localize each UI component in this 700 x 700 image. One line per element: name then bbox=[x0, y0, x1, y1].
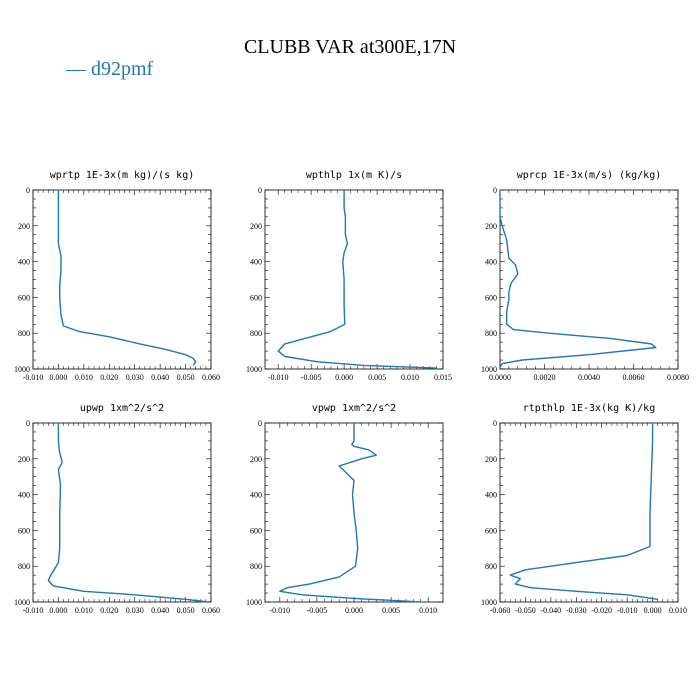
y-tick-label: 200 bbox=[18, 222, 30, 231]
x-tick-label: 0.010 bbox=[419, 606, 437, 615]
x-tick-label: -0.020 bbox=[591, 606, 612, 615]
x-tick-label: 0.010 bbox=[401, 373, 419, 382]
x-tick-label: 0.020 bbox=[100, 373, 118, 382]
x-tick-label: 0.000 bbox=[335, 373, 353, 382]
y-tick-label: 600 bbox=[250, 293, 262, 302]
x-tick-label: -0.030 bbox=[566, 606, 587, 615]
x-tick-label: -0.010 bbox=[617, 606, 638, 615]
panel-2-series-line bbox=[277, 190, 437, 369]
x-tick-label: 0.005 bbox=[382, 606, 400, 615]
y-tick-label: 0 bbox=[26, 419, 30, 428]
y-tick-label: 800 bbox=[250, 329, 262, 338]
panel-2-title: wpthlp 1x(m K)/s bbox=[306, 170, 402, 181]
y-tick-label: 1000 bbox=[14, 598, 30, 607]
y-tick-label: 800 bbox=[18, 562, 30, 571]
y-tick-label: 800 bbox=[250, 562, 262, 571]
x-tick-label: 0.010 bbox=[669, 606, 687, 615]
y-tick-label: 0 bbox=[258, 419, 262, 428]
x-tick-label: 0.010 bbox=[75, 373, 93, 382]
y-tick-label: 600 bbox=[18, 293, 30, 302]
x-tick-label: 0.015 bbox=[434, 373, 452, 382]
panel-3-title: wprcp 1E-3x(m/s) (kg/kg) bbox=[517, 170, 662, 181]
x-tick-label: 0.020 bbox=[100, 606, 118, 615]
y-tick-label: 1000 bbox=[14, 365, 30, 374]
x-tick-label: 0.040 bbox=[151, 606, 169, 615]
y-tick-label: 0 bbox=[258, 186, 262, 195]
y-tick-label: 200 bbox=[485, 222, 497, 231]
x-tick-label: 0.010 bbox=[75, 606, 93, 615]
panel-3-series-line bbox=[499, 190, 657, 368]
y-tick-label: 400 bbox=[18, 258, 30, 267]
y-tick-label: 400 bbox=[250, 258, 262, 267]
y-tick-label: 400 bbox=[485, 491, 497, 500]
panel-6-series-line bbox=[509, 423, 658, 600]
x-tick-label: 0.000 bbox=[644, 606, 662, 615]
y-tick-label: 1000 bbox=[246, 365, 262, 374]
panel-3-frame bbox=[499, 189, 679, 370]
panel-5-title: vpwp 1xm^2/s^2 bbox=[312, 403, 396, 414]
x-tick-label: 0.0060 bbox=[623, 373, 645, 382]
x-tick-label: 0.040 bbox=[151, 373, 169, 382]
x-tick-label: -0.010 bbox=[23, 373, 44, 382]
panel-4-series-line bbox=[47, 423, 209, 603]
y-tick-label: 800 bbox=[485, 562, 497, 571]
figure-title: CLUBB VAR at300E,17N bbox=[243, 36, 457, 58]
y-tick-label: 400 bbox=[18, 491, 30, 500]
legend-entry: — d92pmf bbox=[66, 58, 154, 80]
y-tick-label: 800 bbox=[485, 329, 497, 338]
y-tick-label: 0 bbox=[493, 186, 497, 195]
y-tick-label: 1000 bbox=[481, 365, 497, 374]
y-tick-label: 400 bbox=[485, 258, 497, 267]
x-tick-label: 0.050 bbox=[177, 606, 195, 615]
x-tick-label: 0.050 bbox=[177, 373, 195, 382]
x-tick-label: -0.010 bbox=[269, 606, 290, 615]
panel-5-series-line bbox=[279, 423, 421, 603]
x-tick-label: -0.005 bbox=[301, 373, 322, 382]
y-tick-label: 600 bbox=[250, 526, 262, 535]
x-tick-label: 0.030 bbox=[126, 606, 144, 615]
panel-4-title: upwp 1xm^2/s^2 bbox=[80, 403, 164, 414]
y-tick-label: 0 bbox=[493, 419, 497, 428]
x-tick-label: 0.0020 bbox=[534, 373, 556, 382]
panel-1-series-line bbox=[57, 190, 197, 366]
x-tick-label: 0.030 bbox=[126, 373, 144, 382]
x-tick-label: 0.0040 bbox=[578, 373, 600, 382]
y-tick-label: 800 bbox=[18, 329, 30, 338]
y-tick-label: 200 bbox=[18, 455, 30, 464]
y-tick-label: 200 bbox=[250, 222, 262, 231]
x-tick-label: -0.040 bbox=[541, 606, 562, 615]
y-tick-label: 200 bbox=[250, 455, 262, 464]
x-tick-label: 0.060 bbox=[202, 606, 220, 615]
x-tick-label: -0.050 bbox=[515, 606, 536, 615]
x-tick-label: -0.010 bbox=[23, 606, 44, 615]
y-tick-label: 200 bbox=[485, 455, 497, 464]
x-tick-label: -0.010 bbox=[268, 373, 289, 382]
x-tick-label: 0.0080 bbox=[667, 373, 689, 382]
x-tick-label: 0.000 bbox=[49, 606, 67, 615]
panel-1-title: wprtp 1E-3x(m kg)/(s kg) bbox=[50, 170, 195, 181]
x-tick-label: 0.060 bbox=[202, 373, 220, 382]
x-tick-label: -0.005 bbox=[307, 606, 328, 615]
x-tick-label: 0.000 bbox=[49, 373, 67, 382]
y-tick-label: 1000 bbox=[481, 598, 497, 607]
x-tick-label: -0.060 bbox=[490, 606, 511, 615]
y-tick-label: 600 bbox=[485, 293, 497, 302]
x-tick-label: 0.000 bbox=[345, 606, 363, 615]
y-tick-label: 600 bbox=[18, 526, 30, 535]
y-tick-label: 1000 bbox=[246, 598, 262, 607]
y-tick-label: 400 bbox=[250, 491, 262, 500]
panel-6-title: rtpthlp 1E-3x(kg K)/kg bbox=[523, 403, 655, 414]
y-tick-label: 0 bbox=[26, 186, 30, 195]
y-tick-label: 600 bbox=[485, 526, 497, 535]
x-tick-label: 0.005 bbox=[368, 373, 386, 382]
x-tick-label: 0.0000 bbox=[489, 373, 511, 382]
panel-6-frame bbox=[499, 422, 679, 603]
